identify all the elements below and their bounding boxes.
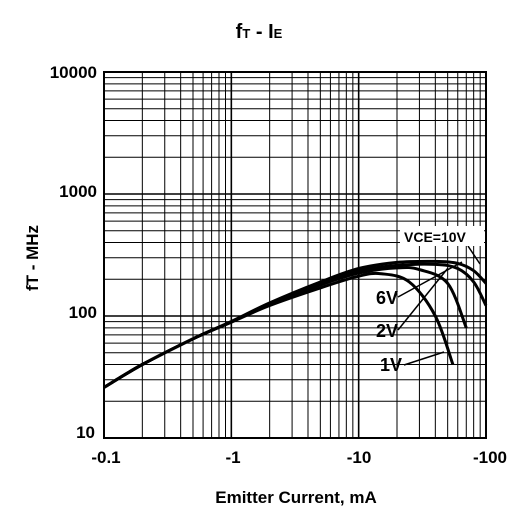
leader-line xyxy=(397,261,463,298)
title-t: T xyxy=(242,26,250,41)
y-tick-label: 1000 xyxy=(59,182,97,201)
grid-lines xyxy=(103,72,486,439)
vce-label-bg xyxy=(400,226,484,246)
x-tick-label: -10 xyxy=(347,448,372,467)
x-axis-label: Emitter Current, mA xyxy=(215,488,377,507)
series-label-vce10: VCE=10V xyxy=(404,229,467,245)
y-tick-label: 10 xyxy=(76,423,95,442)
title-sep: - I xyxy=(250,21,273,43)
leader-line xyxy=(397,267,449,331)
series-line-6v xyxy=(103,262,488,389)
annotation-leaders xyxy=(397,245,481,366)
y-tick-label: 100 xyxy=(69,303,97,322)
title-f: f xyxy=(236,21,243,43)
series-label-1v: 1V xyxy=(380,355,402,375)
leader-line xyxy=(403,351,445,366)
series-line-1v xyxy=(103,271,455,389)
leader-line xyxy=(467,245,481,265)
series-label-6v: 6V xyxy=(376,288,398,308)
title-e: E xyxy=(274,26,283,41)
series-label-2v: 2V xyxy=(376,321,398,341)
x-tick-label: -1 xyxy=(225,448,240,467)
y-tick-label: 10000 xyxy=(50,63,97,82)
x-tick-label: -0.1 xyxy=(91,448,120,467)
plot-frame xyxy=(103,71,487,439)
y-axis-label: fT - MHz xyxy=(23,225,42,291)
chart-title: fT - IE xyxy=(236,21,283,43)
x-tick-label: -100 xyxy=(473,448,507,467)
